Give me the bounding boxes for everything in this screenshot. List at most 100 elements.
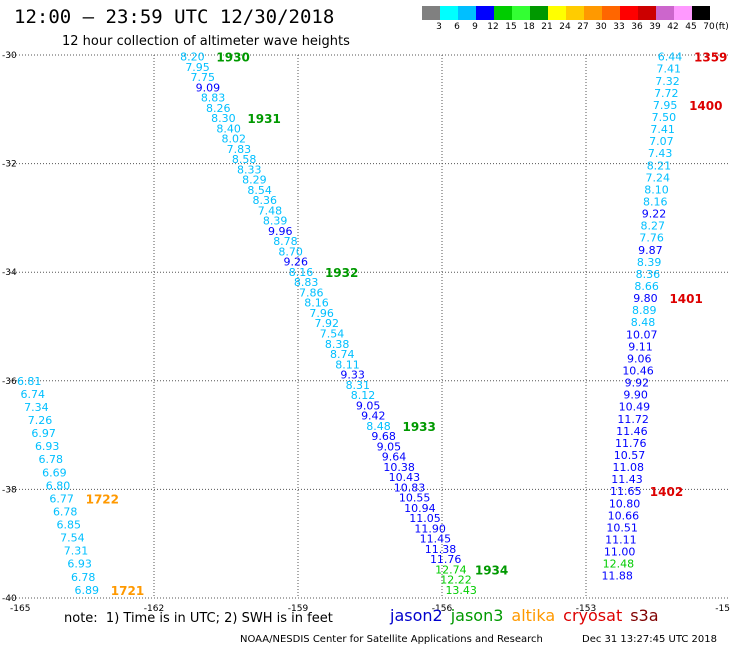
footer-note: note: 1) Time is in UTC; 2) SWH is in fe… bbox=[64, 611, 333, 626]
jason3-value-label: 8.39 bbox=[263, 215, 288, 228]
jason3-value-label: 7.48 bbox=[258, 204, 283, 217]
page-subtitle: 12 hour collection of altimeter wave hei… bbox=[62, 34, 350, 49]
jason3-value-label: 9.42 bbox=[361, 410, 386, 423]
legend-tick-label: 36 bbox=[631, 22, 643, 32]
cryosat-value-label: 8.66 bbox=[634, 280, 659, 293]
cryosat-value-label: 10.66 bbox=[608, 509, 640, 522]
jason3-time-label: 1932 bbox=[325, 266, 358, 280]
jason3-value-label: 7.83 bbox=[227, 143, 252, 156]
jason3-value-label: 8.83 bbox=[294, 276, 319, 289]
legend-swatch bbox=[548, 6, 566, 20]
cryosat-value-label: 11.46 bbox=[616, 425, 648, 438]
cryosat-value-label: 9.92 bbox=[625, 377, 650, 390]
jason3-value-label: 7.95 bbox=[185, 61, 210, 74]
legend-swatch bbox=[566, 6, 584, 20]
jason3-value-label: 8.20 bbox=[180, 51, 205, 64]
jason3-value-label: 11.05 bbox=[409, 512, 441, 525]
altika-value-label: 6.78 bbox=[53, 505, 78, 518]
legend-swatch bbox=[476, 6, 494, 20]
legend-swatch bbox=[620, 6, 638, 20]
jason3-value-label: 8.29 bbox=[242, 174, 267, 187]
y-tick-label: -38 bbox=[2, 485, 17, 495]
y-tick-label: -30 bbox=[2, 51, 17, 61]
cryosat-value-label: 11.00 bbox=[604, 546, 636, 559]
legend-swatch bbox=[494, 6, 512, 20]
jason3-value-label: 8.48 bbox=[366, 420, 391, 433]
cryosat-value-label: 11.76 bbox=[615, 437, 647, 450]
jason3-time-label: 1934 bbox=[475, 563, 508, 577]
satellite-legend-jason2: jason2 bbox=[390, 606, 443, 625]
cryosat-value-label: 9.87 bbox=[638, 244, 663, 257]
jason3-value-label: 11.38 bbox=[425, 543, 457, 556]
jason3-value-label: 13.43 bbox=[445, 584, 477, 597]
altika-value-label: 6.78 bbox=[71, 571, 96, 584]
legend-swatch bbox=[530, 6, 548, 20]
x-tick-label: -162 bbox=[144, 604, 164, 614]
jason3-value-label: 8.02 bbox=[222, 133, 247, 146]
legend-swatch bbox=[692, 6, 710, 20]
cryosat-time-label: 1401 bbox=[669, 292, 702, 306]
jason3-value-label: 8.30 bbox=[211, 112, 236, 125]
jason3-value-label: 8.38 bbox=[325, 338, 350, 351]
y-tick-label: -36 bbox=[2, 377, 17, 387]
cryosat-value-label: 8.16 bbox=[643, 195, 668, 208]
y-tick-label: -34 bbox=[2, 268, 17, 278]
cryosat-value-label: 8.36 bbox=[636, 268, 661, 281]
cryosat-value-label: 8.21 bbox=[647, 159, 672, 172]
credit-line: NOAA/NESDIS Center for Satellite Applica… bbox=[240, 634, 543, 645]
jason3-value-label: 8.16 bbox=[304, 297, 329, 310]
altika-value-label: 7.34 bbox=[24, 401, 49, 414]
cryosat-value-label: 10.46 bbox=[622, 365, 654, 378]
altika-value-label: 6.78 bbox=[39, 453, 64, 466]
cryosat-value-label: 8.89 bbox=[632, 304, 657, 317]
jason3-value-label: 12.74 bbox=[435, 563, 467, 576]
legend-tick-label: 3 bbox=[436, 22, 442, 32]
cryosat-value-label: 6.44 bbox=[658, 51, 683, 64]
cryosat-value-label: 7.50 bbox=[652, 111, 677, 124]
altika-value-label: 6.81 bbox=[17, 375, 42, 388]
cryosat-value-label: 10.07 bbox=[626, 328, 658, 341]
jason3-value-label: 9.26 bbox=[284, 256, 309, 269]
cryosat-value-label: 9.90 bbox=[623, 389, 648, 402]
cryosat-value-label: 11.43 bbox=[611, 473, 643, 486]
cryosat-value-label: 10.49 bbox=[619, 401, 651, 414]
cryosat-value-label: 11.08 bbox=[613, 461, 645, 474]
cryosat-value-label: 11.65 bbox=[610, 485, 642, 498]
jason3-value-label: 11.45 bbox=[420, 533, 452, 546]
cryosat-value-label: 8.39 bbox=[637, 256, 662, 269]
legend-tick-label: 12 bbox=[487, 22, 499, 32]
cryosat-value-label: 9.22 bbox=[642, 208, 667, 221]
cryosat-value-label: 10.57 bbox=[614, 449, 646, 462]
cryosat-value-label: 9.80 bbox=[633, 292, 658, 305]
x-tick-label: -15 bbox=[715, 604, 730, 614]
legend-tick-label: 9 bbox=[472, 22, 478, 32]
jason3-time-label: 1931 bbox=[247, 112, 280, 126]
cryosat-time-label: 1402 bbox=[650, 485, 683, 499]
cryosat-value-label: 11.11 bbox=[605, 534, 637, 547]
altika-value-label: 6.80 bbox=[46, 479, 71, 492]
jason3-time-label: 1930 bbox=[216, 51, 249, 65]
jason3-value-label: 9.33 bbox=[340, 369, 365, 382]
cryosat-value-label: 11.88 bbox=[601, 570, 633, 583]
jason3-value-label: 9.96 bbox=[268, 225, 293, 238]
cryosat-value-label: 11.72 bbox=[617, 413, 649, 426]
legend-tick-label: 30 bbox=[595, 22, 607, 32]
altika-value-label: 7.31 bbox=[64, 545, 89, 558]
generated-timestamp: Dec 31 13:27:45 UTC 2018 bbox=[582, 634, 717, 645]
altika-value-label: 6.93 bbox=[67, 558, 92, 571]
jason3-value-label: 7.75 bbox=[190, 71, 215, 84]
jason3-value-label: 8.33 bbox=[237, 163, 262, 176]
legend-unit-label: (ft) bbox=[715, 22, 729, 32]
legend-swatch bbox=[638, 6, 656, 20]
legend-swatch bbox=[674, 6, 692, 20]
jason3-value-label: 9.05 bbox=[377, 440, 402, 453]
y-tick-label: -32 bbox=[2, 160, 17, 170]
altika-value-label: 6.74 bbox=[21, 388, 46, 401]
jason3-value-label: 8.70 bbox=[278, 245, 303, 258]
jason3-value-label: 11.90 bbox=[414, 522, 446, 535]
cryosat-value-label: 7.32 bbox=[655, 75, 680, 88]
altika-value-label: 6.85 bbox=[57, 519, 82, 532]
jason3-value-label: 10.43 bbox=[389, 471, 421, 484]
jason3-value-label: 8.26 bbox=[206, 102, 231, 115]
satellite-legend-s3a: s3a bbox=[630, 606, 659, 625]
